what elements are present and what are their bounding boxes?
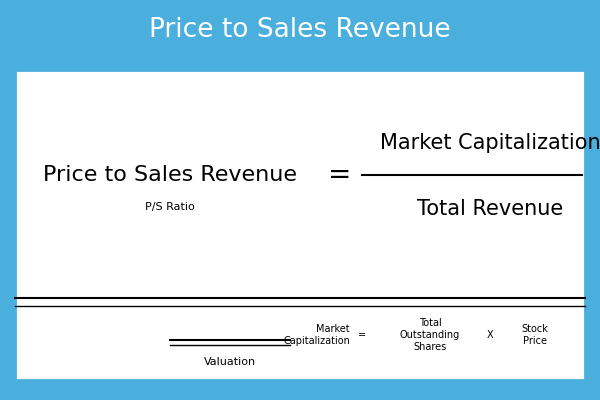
FancyBboxPatch shape	[15, 70, 585, 380]
Text: Total
Outstanding
Shares: Total Outstanding Shares	[400, 318, 460, 352]
Text: Market Capitalization: Market Capitalization	[380, 133, 600, 153]
Text: Valuation: Valuation	[204, 357, 256, 367]
Text: Price to Sales Revenue: Price to Sales Revenue	[149, 17, 451, 43]
Text: Total Revenue: Total Revenue	[417, 199, 563, 219]
Text: Stock
Price: Stock Price	[521, 324, 548, 346]
Text: =: =	[358, 330, 366, 340]
Text: X: X	[487, 330, 493, 340]
Text: Market
Capitalization: Market Capitalization	[283, 324, 350, 346]
Text: Price to Sales Revenue: Price to Sales Revenue	[43, 165, 297, 185]
Text: P/S Ratio: P/S Ratio	[145, 202, 195, 212]
Text: =: =	[328, 161, 352, 189]
